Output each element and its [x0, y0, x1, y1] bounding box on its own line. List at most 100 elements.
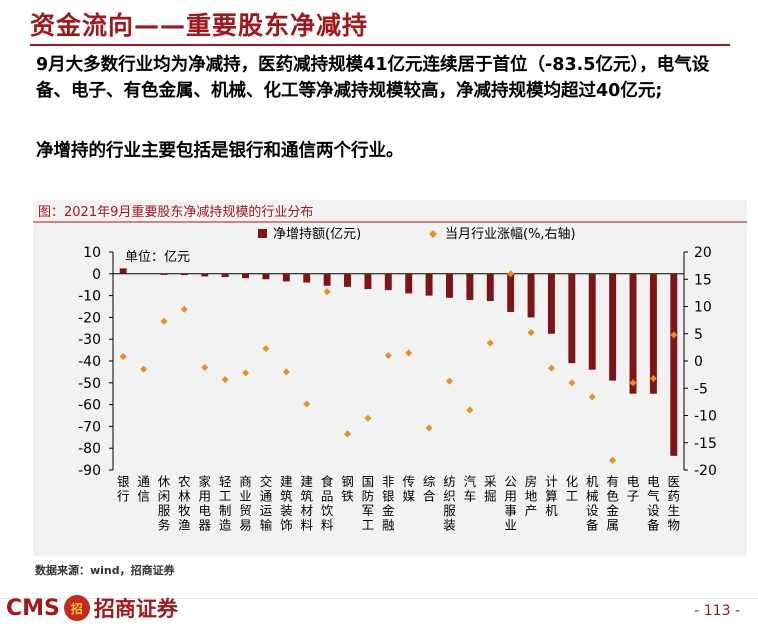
- legend-dot-label: 当月行业涨幅(%,右轴): [445, 227, 576, 242]
- dot: [221, 376, 229, 384]
- x-tick-char: 金: [606, 503, 619, 518]
- bar: [547, 273, 555, 334]
- x-tick-label: 农林牧渔: [178, 474, 191, 533]
- x-tick-char: 军: [362, 503, 375, 518]
- x-tick-char: 设: [647, 503, 660, 518]
- x-tick-label: 机械设备: [586, 474, 599, 533]
- x-tick-char: 子: [627, 489, 640, 504]
- x-tick-char: 备: [647, 518, 660, 533]
- x-tick-label: 汽车: [464, 474, 477, 504]
- x-tick-char: 林: [178, 489, 191, 504]
- x-tick-char: 生: [668, 503, 681, 518]
- x-tick-char: 渔: [178, 518, 191, 533]
- legend-bar-label: 净增持额(亿元): [273, 227, 361, 242]
- x-tick-label: 计算机: [545, 474, 558, 518]
- x-tick-char: 钢: [341, 474, 354, 489]
- bar: [507, 273, 515, 312]
- x-tick-char: 计: [545, 474, 558, 489]
- bar: [262, 273, 270, 280]
- left-tick-label: -20: [78, 310, 101, 326]
- x-tick-char: 非: [382, 474, 395, 489]
- dot: [140, 365, 148, 373]
- dot: [547, 364, 555, 372]
- x-tick-char: 料: [321, 518, 334, 533]
- dot: [384, 352, 392, 360]
- bar: [629, 273, 637, 394]
- dot: [201, 364, 209, 372]
- right-tick-label: -5: [694, 381, 708, 397]
- dot: [445, 377, 453, 385]
- right-tick-label: -15: [694, 436, 717, 452]
- right-tick-label: 15: [694, 272, 712, 288]
- x-tick-char: 造: [219, 518, 232, 533]
- x-tick-char: 贸: [239, 503, 252, 518]
- dot: [323, 288, 331, 296]
- x-tick-char: 交: [260, 474, 273, 489]
- x-tick-label: 轻工制造: [219, 474, 232, 533]
- dot: [119, 353, 127, 361]
- bar: [649, 273, 657, 394]
- left-tick-label: -90: [78, 463, 101, 479]
- logo-latin: CMS: [6, 595, 60, 621]
- x-tick-char: 属: [606, 518, 619, 533]
- x-tick-char: 国: [362, 474, 375, 489]
- x-tick-label: 公用事业: [504, 474, 517, 533]
- x-tick-char: 服: [158, 503, 171, 518]
- x-tick-label: 采掘: [484, 474, 497, 504]
- bar: [282, 273, 290, 282]
- bar: [588, 273, 596, 370]
- x-tick-char: 业: [239, 489, 252, 504]
- x-tick-char: 产: [525, 503, 538, 518]
- title-divider: [30, 44, 730, 46]
- company-logo: CMS 招 招商证券: [6, 593, 178, 623]
- bar: [119, 268, 127, 274]
- bar: [466, 273, 474, 300]
- x-tick-char: 织: [443, 489, 456, 504]
- x-tick-char: 银: [382, 489, 395, 504]
- x-tick-char: 易: [239, 518, 252, 533]
- dot: [670, 331, 678, 339]
- x-tick-char: 药: [668, 489, 681, 504]
- x-tick-char: 制: [219, 503, 232, 518]
- logo-cn: 招商证券: [93, 597, 178, 621]
- x-tick-char: 机: [586, 474, 599, 489]
- x-tick-char: 电: [199, 503, 212, 518]
- x-tick-label: 建筑装饰: [280, 474, 293, 533]
- right-tick-label: -10: [694, 409, 717, 425]
- axes: 10 0 -10 -20 -30 -40 -50 -60 -70 -80 -90 20 15 10 5 0 -5…: [78, 245, 717, 479]
- bar: [242, 273, 250, 279]
- bar: [364, 273, 372, 290]
- x-tick-char: 建: [300, 474, 313, 489]
- dots: [119, 270, 678, 464]
- bar: [180, 273, 188, 276]
- dot: [425, 424, 433, 432]
- x-tick-label: 纺织服装: [443, 474, 456, 533]
- x-tick-char: 公: [504, 474, 517, 489]
- bar: [323, 273, 331, 286]
- chart-svg: 图：2021年9月重要股东净减持规模的行业分布 净增持额(亿元) 当月行业涨幅(…: [33, 204, 747, 533]
- x-tick-char: 用: [199, 489, 212, 504]
- left-tick-label: -60: [78, 398, 101, 414]
- x-tick-char: 械: [586, 489, 599, 504]
- footer-divider: [0, 598, 758, 599]
- dot: [609, 456, 617, 464]
- bar: [568, 273, 576, 364]
- x-tick-char: 用: [504, 489, 517, 504]
- bar: [221, 273, 229, 278]
- x-tick-char: 色: [606, 489, 619, 504]
- x-tick-char: 汽: [464, 474, 477, 489]
- x-tick-char: 料: [300, 518, 313, 533]
- x-tick-char: 服: [443, 503, 456, 518]
- dot: [262, 344, 270, 352]
- x-tick-char: 牧: [178, 503, 191, 518]
- right-tick-label: 5: [694, 327, 703, 343]
- x-tick-label: 建筑材料: [300, 474, 313, 533]
- x-tick-label: 家用电器: [199, 474, 212, 533]
- dot: [568, 379, 576, 387]
- unit-label: 单位：亿元: [125, 250, 190, 265]
- right-tick-label: 20: [694, 245, 712, 261]
- x-tick-char: 装: [280, 503, 293, 518]
- x-tick-char: 融: [382, 518, 395, 533]
- logo-badge-icon: 招: [63, 595, 90, 621]
- dot: [507, 270, 515, 278]
